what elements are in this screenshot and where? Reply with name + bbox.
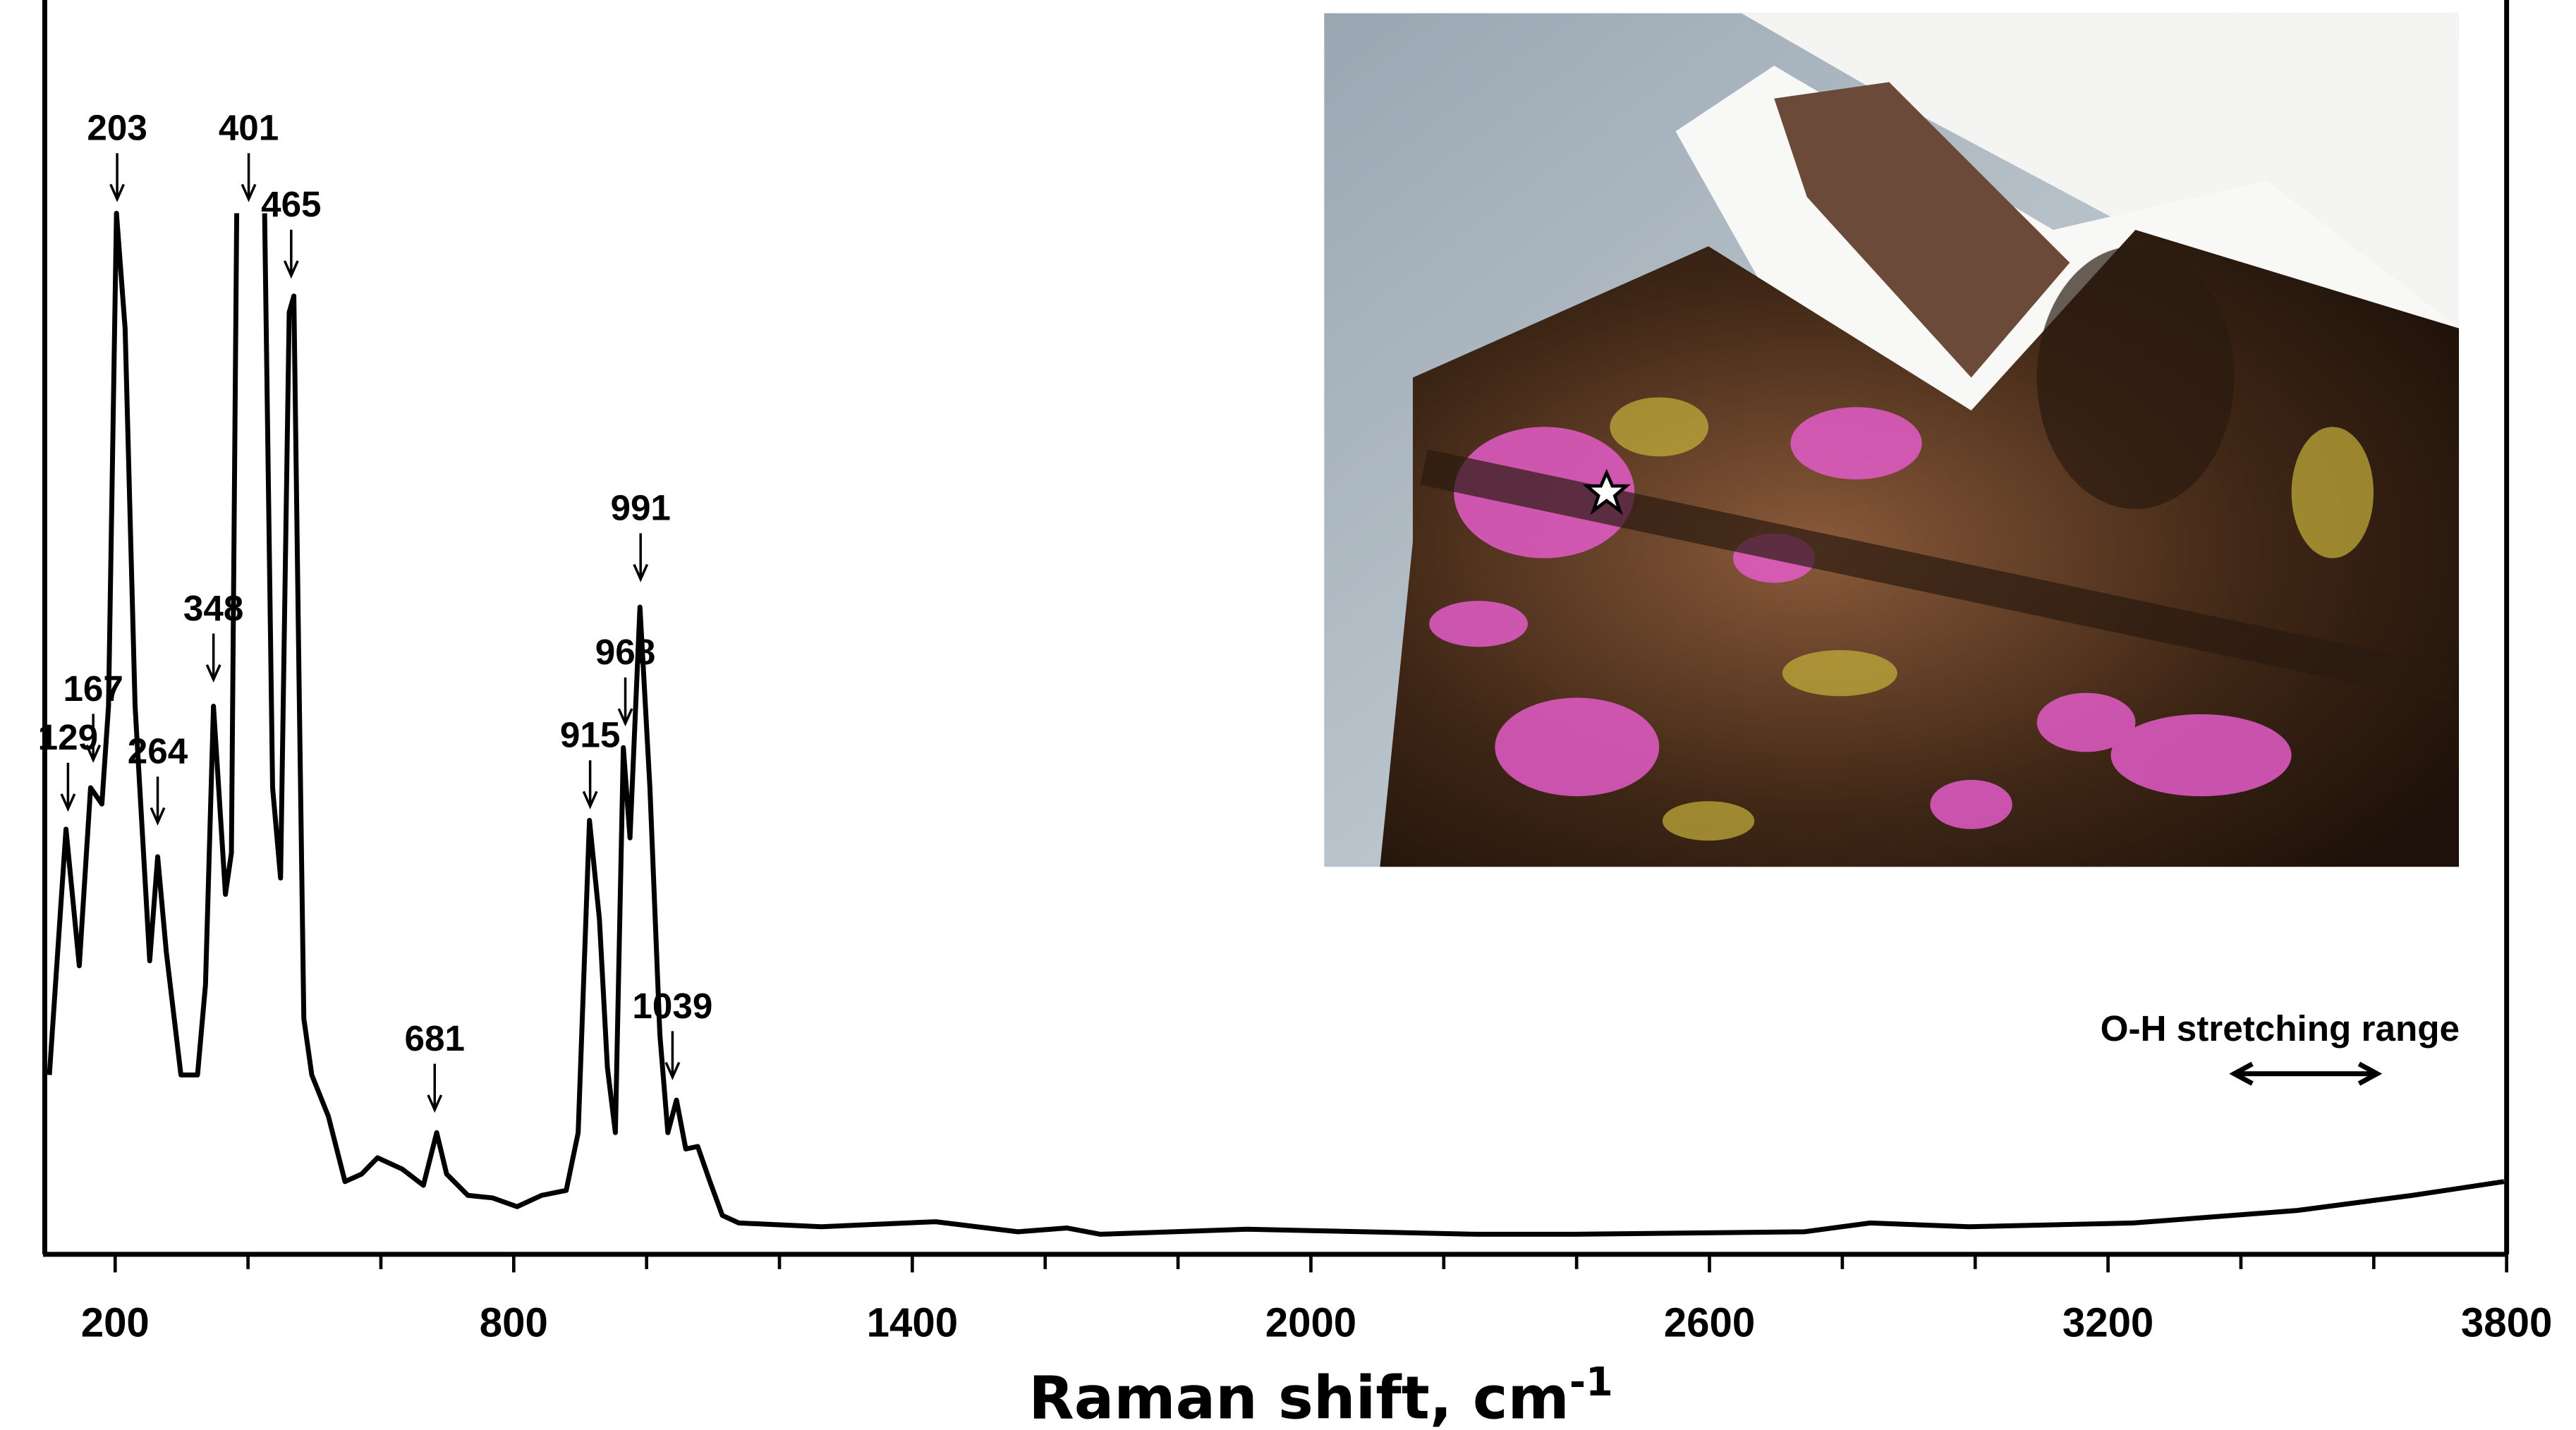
peak-label: 968 xyxy=(595,632,655,672)
peak-label: 203 xyxy=(87,108,147,148)
peak-label: 681 xyxy=(405,1018,465,1058)
peak-label: 348 xyxy=(183,588,243,628)
x-tick-label: 3800 xyxy=(2461,1300,2552,1345)
peak-arrow xyxy=(111,153,124,199)
x-axis-title-text: Raman shift, cm xyxy=(1028,1364,1569,1430)
x-tick-label: 200 xyxy=(81,1300,150,1345)
range-label: O-H stretching range xyxy=(2101,1008,2460,1049)
x-tick-label: 1400 xyxy=(867,1300,958,1345)
x-tick-label: 800 xyxy=(480,1300,548,1345)
x-axis-title-superscript: -1 xyxy=(1569,1359,1613,1405)
peak-arrow xyxy=(242,153,255,199)
peak-arrow xyxy=(583,760,597,806)
peak-arrow xyxy=(634,533,648,579)
peak-arrow xyxy=(207,634,220,680)
peak-arrow xyxy=(619,678,632,723)
peak-label: 915 xyxy=(560,715,620,755)
range-arrow xyxy=(2235,1064,2377,1084)
peak-label: 401 xyxy=(219,108,279,148)
chart: Raman shift, cm-1 200 800 1400 2000 2600 3200… xyxy=(0,0,2576,1430)
peak-label: 167 xyxy=(63,668,123,709)
peak-label: 264 xyxy=(128,731,188,771)
peak-arrow xyxy=(285,230,298,276)
x-tick-label: 2600 xyxy=(1664,1300,1755,1345)
photo-inset xyxy=(1324,13,2459,867)
peak-label: 465 xyxy=(261,184,321,224)
peak-arrow xyxy=(666,1031,679,1077)
peak-arrow xyxy=(61,763,75,809)
peak-label: 991 xyxy=(610,488,670,528)
peak-arrow xyxy=(151,776,164,822)
x-tick-label: 3200 xyxy=(2062,1300,2153,1345)
x-tick-label: 2000 xyxy=(1265,1300,1356,1345)
peak-arrow xyxy=(428,1064,442,1110)
peak-label: 1039 xyxy=(632,986,712,1026)
x-axis-title: Raman shift, cm-1 xyxy=(1028,1359,1613,1430)
